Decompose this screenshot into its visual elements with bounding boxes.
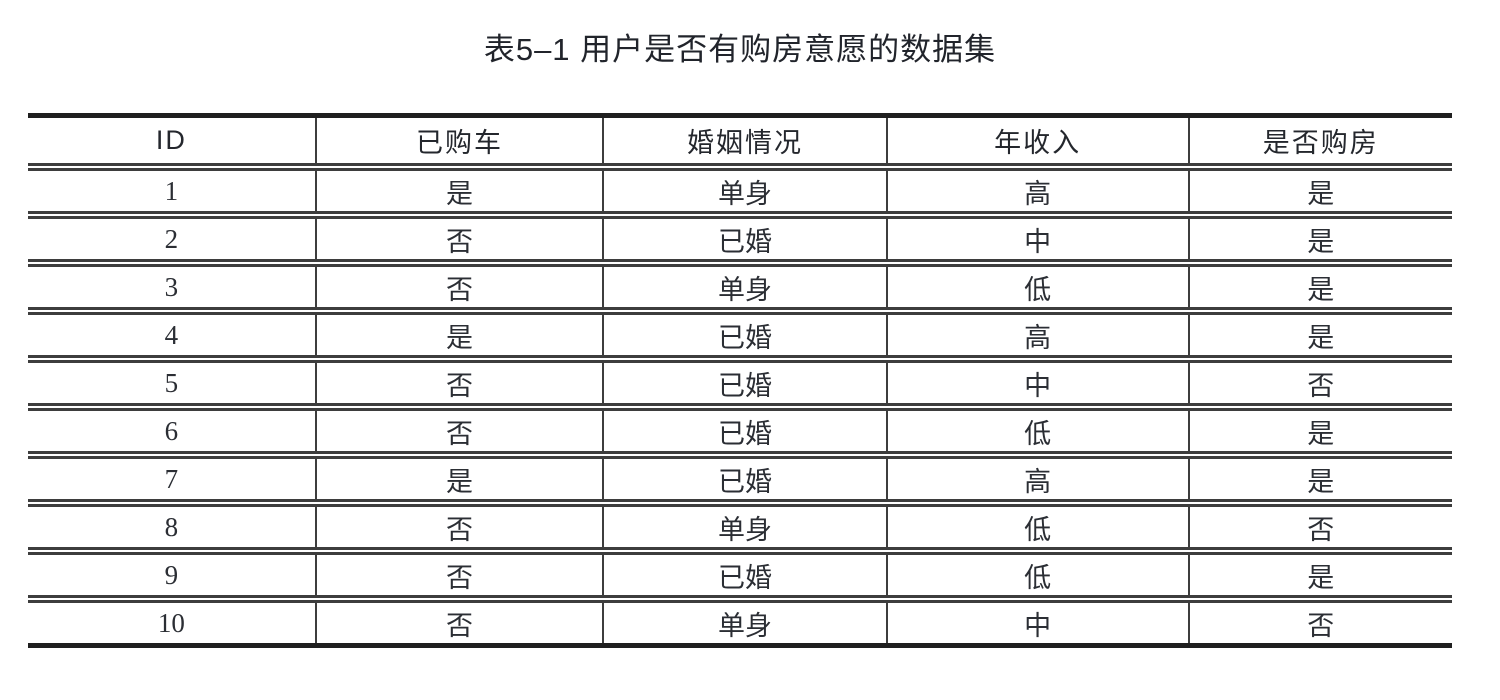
table-cell: 7 [28, 455, 316, 507]
table-cell: 中 [885, 215, 1189, 267]
table-cell: 是 [1187, 455, 1452, 507]
table-cell: 单身 [602, 263, 887, 315]
table-cell: 否 [1187, 599, 1452, 646]
table-row: 8 否单身低否 [28, 503, 1452, 555]
table-caption: 表5–1 用户是否有购房意愿的数据集 [483, 32, 997, 67]
table-cell: 低 [885, 407, 1189, 459]
header-row: ID 已购车 婚姻情况 年收入 是否购房 [28, 115, 1452, 171]
table-cell: 低 [885, 551, 1189, 603]
table-cell: 1 [28, 167, 316, 219]
table-cell: 是 [1187, 167, 1452, 219]
table-row: 5 否已婚中否 [28, 359, 1452, 411]
table-cell: 是 [1187, 311, 1452, 363]
table-row: 3 否单身低是 [28, 263, 1452, 315]
table-cell: 是 [1187, 263, 1452, 315]
column-header: 年收入 [885, 115, 1189, 171]
table-cell: 4 [28, 311, 316, 363]
column-header: 已购车 [314, 115, 604, 171]
table-cell: 已婚 [602, 407, 887, 459]
table-cell: 10 [157, 607, 185, 638]
table-cell: 已婚 [602, 455, 887, 507]
table-cell: 否 [1187, 359, 1452, 411]
table-cell: 否 [314, 503, 604, 555]
table-row: 10 否单身中否 [28, 599, 1452, 646]
table-cell: 是 [1187, 551, 1452, 603]
table-cell: 8 [28, 503, 316, 555]
table-cell: 否 [314, 359, 604, 411]
table-cell: 否 [1187, 503, 1452, 555]
dataset-table: ID 已购车 婚姻情况 年收入 是否购房 1 是单身高是 2 否已婚中是 3 否单身低是 4 是已婚高… [28, 113, 1452, 648]
table-cell: 单身 [602, 503, 887, 555]
table-cell: 是 [314, 455, 604, 507]
table-cell: 否 [314, 599, 604, 646]
table-cell: 2 [28, 215, 316, 267]
table-header: ID 已购车 婚姻情况 年收入 是否购房 [28, 115, 1452, 171]
table-cell: 中 [885, 359, 1189, 411]
table-row: 2 否已婚中是 [28, 215, 1452, 267]
column-header: ID [28, 115, 316, 171]
table-cell: 高 [885, 311, 1189, 363]
table-cell: 单身 [602, 167, 887, 219]
table-cell: 单身 [602, 599, 887, 646]
table-cell: 否 [314, 407, 604, 459]
table-cell: 高 [885, 167, 1189, 219]
table-cell: 中 [885, 599, 1189, 646]
table-cell: 否 [314, 215, 604, 267]
column-header: 婚姻情况 [602, 115, 887, 171]
table-row: 1 是单身高是 [28, 167, 1452, 219]
table-cell: 是 [314, 167, 604, 219]
table-cell: 9 [28, 551, 316, 603]
table-cell: 低 [885, 263, 1189, 315]
table-row: 6 否已婚低是 [28, 407, 1452, 459]
table-cell: 是 [314, 311, 604, 363]
table-row: 4 是已婚高是 [28, 311, 1452, 363]
table-row: 9 否已婚低是 [28, 551, 1452, 603]
table-cell: 已婚 [602, 215, 887, 267]
table-cell: 已婚 [602, 359, 887, 411]
table-cell: 低 [885, 503, 1189, 555]
table-row: 7 是已婚高是 [28, 455, 1452, 507]
table-cell: 是 [1187, 215, 1452, 267]
table-cell: 6 [28, 407, 316, 459]
table-cell: 3 [28, 263, 316, 315]
table-body: 1 是单身高是 2 否已婚中是 3 否单身低是 4 是已婚高是 5 否已婚中否 6 否已婚低是 7 是已婚… [28, 167, 1452, 646]
table-cell: 高 [885, 455, 1189, 507]
table-cell: 否 [314, 551, 604, 603]
table-cell: 否 [314, 263, 604, 315]
table-cell: 已婚 [602, 311, 887, 363]
table-cell: 已婚 [602, 551, 887, 603]
table-cell: 是 [1187, 407, 1452, 459]
table-cell: 5 [28, 359, 316, 411]
column-header: 是否购房 [1187, 115, 1452, 171]
